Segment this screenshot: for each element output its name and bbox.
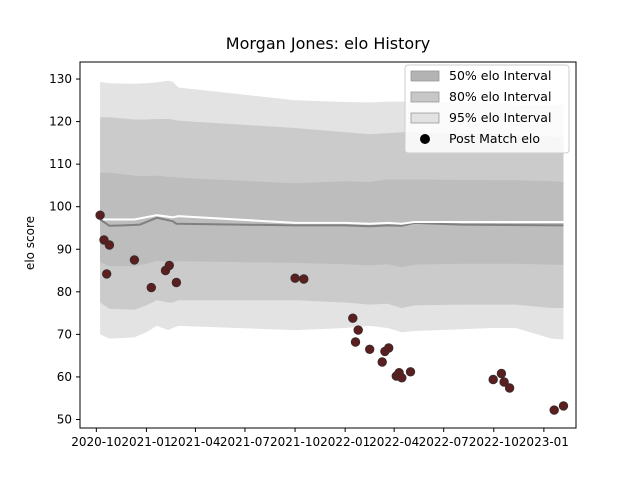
post-match-point-11 (348, 313, 358, 323)
post-match-point-10 (299, 274, 309, 284)
chart-title: Morgan Jones: elo History (226, 34, 430, 53)
post-match-point-20 (397, 373, 407, 383)
post-match-point-0 (95, 210, 105, 220)
legend-swatch-2 (410, 112, 440, 124)
y-tick-label-5: 100 (49, 200, 72, 214)
post-match-point-4 (129, 255, 140, 265)
y-tick-label-8: 130 (49, 72, 72, 86)
x-tick-label-2: 2021-04 (170, 435, 220, 449)
legend-label-3: Post Match elo (449, 131, 540, 146)
y-axis-label: elo score (23, 216, 37, 270)
post-match-point-15 (377, 357, 387, 367)
post-match-point-13 (353, 325, 363, 335)
y-tick-label-2: 70 (57, 327, 72, 341)
post-match-point-2 (102, 269, 112, 279)
x-tick-label-1: 2021-01 (121, 435, 171, 449)
post-match-point-7 (164, 260, 175, 271)
post-match-point-24 (499, 377, 509, 387)
post-match-point-9 (290, 273, 300, 283)
post-match-point-17 (384, 343, 394, 353)
post-match-point-12 (350, 337, 361, 347)
elo-lines (99, 214, 564, 228)
legend-label-0: 50% elo Interval (449, 68, 551, 83)
median-elo-line (99, 216, 564, 228)
y-tick-label-7: 120 (49, 115, 72, 129)
post-match-point-14 (365, 344, 375, 354)
legend-swatch-0 (410, 70, 440, 82)
y-tick-label-0: 50 (57, 412, 72, 426)
legend: 50% elo Interval 80% elo Interval 95% elo … (404, 64, 570, 154)
x-tick-label-0: 2020-10 (71, 435, 121, 449)
y-tick-label-1: 60 (57, 370, 72, 384)
x-tick-label-6: 2022-04 (369, 435, 419, 449)
x-tick-label-4: 2021-10 (270, 435, 320, 449)
x-tick-label-5: 2022-01 (320, 435, 370, 449)
legend-swatch-1 (410, 91, 440, 103)
x-tick-label-9: 2023-01 (519, 435, 569, 449)
x-tick-label-8: 2022-10 (469, 435, 519, 449)
post-match-point-8 (171, 277, 182, 288)
y-axis: 50 60 70 80 90 100 110 120 130 (49, 72, 80, 426)
y-tick-label-6: 110 (49, 157, 72, 171)
post-match-point-5 (146, 282, 157, 293)
legend-label-2: 95% elo Interval (449, 110, 551, 125)
post-match-point-22 (488, 374, 498, 385)
post-match-point-21 (405, 367, 416, 377)
y-tick-label-3: 80 (57, 285, 72, 299)
interval-band-2 (100, 172, 564, 268)
post-match-point-23 (496, 368, 507, 379)
post-match-points (95, 210, 569, 415)
y-tick-label-4: 90 (57, 242, 72, 256)
x-tick-label-7: 2022-07 (419, 435, 469, 449)
legend-box (404, 64, 570, 154)
legend-label-1: 80% elo Interval (449, 89, 551, 104)
mean-elo-line (99, 214, 564, 225)
plot-frame (79, 61, 577, 429)
post-match-point-27 (558, 401, 569, 411)
x-tick-label-3: 2021-07 (220, 435, 270, 449)
legend-marker-3 (420, 134, 430, 144)
post-match-point-25 (504, 383, 515, 393)
post-match-point-3 (104, 240, 115, 250)
post-match-point-26 (549, 405, 559, 415)
